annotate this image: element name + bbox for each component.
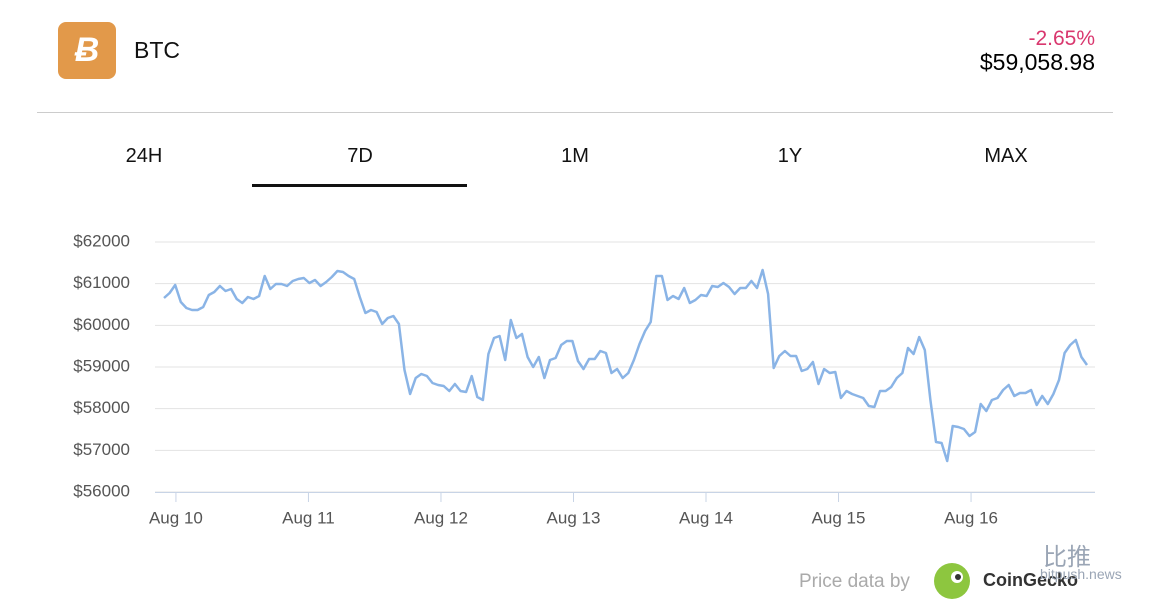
x-tick-label: Aug 12 xyxy=(414,508,468,527)
price: $59,058.98 xyxy=(979,49,1095,75)
chart: $56000 $57000 $58000 $59000 $60000 $61000 $620… xyxy=(73,231,1095,527)
x-tick-label: Aug 16 xyxy=(944,508,998,527)
price-change: -2.65% xyxy=(1028,27,1095,50)
tab[interactable]: 24H xyxy=(125,145,163,167)
tab[interactable]: 1M xyxy=(561,145,589,167)
x-tick-label: Aug 14 xyxy=(679,508,733,527)
svg-text:Ƀ: Ƀ xyxy=(74,31,100,69)
tab[interactable]: 7D xyxy=(347,145,373,167)
coin-icon: Ƀ xyxy=(58,22,116,79)
x-tick-label: Aug 10 xyxy=(149,508,203,527)
coin-name: BTC xyxy=(134,37,180,63)
y-tick-label: $59000 xyxy=(73,356,130,375)
provider-name: CoinGecko xyxy=(983,570,1079,590)
watermark: bitpush.news xyxy=(1040,566,1122,582)
y-tick-label: $56000 xyxy=(73,481,130,500)
y-tick-label: $58000 xyxy=(73,398,130,417)
x-tick-label: Aug 15 xyxy=(812,508,866,527)
source-label: Price data by xyxy=(799,571,910,592)
y-tick-label: $62000 xyxy=(73,231,130,250)
gecko-icon xyxy=(934,563,970,599)
tab[interactable]: 1Y xyxy=(777,145,803,167)
y-tick-label: $60000 xyxy=(73,315,130,334)
watermark: 比推 xyxy=(1043,544,1091,571)
y-tick-label: $61000 xyxy=(73,273,130,292)
divider xyxy=(37,112,1113,113)
x-tick-label: Aug 13 xyxy=(547,508,601,527)
x-tick-label: Aug 11 xyxy=(282,508,335,527)
bitcoin-logo: Ƀ xyxy=(74,31,100,69)
tab-indicator xyxy=(252,184,467,187)
price-line xyxy=(163,268,1089,463)
y-tick-label: $57000 xyxy=(73,440,130,459)
tab[interactable]: MAX xyxy=(984,145,1028,167)
